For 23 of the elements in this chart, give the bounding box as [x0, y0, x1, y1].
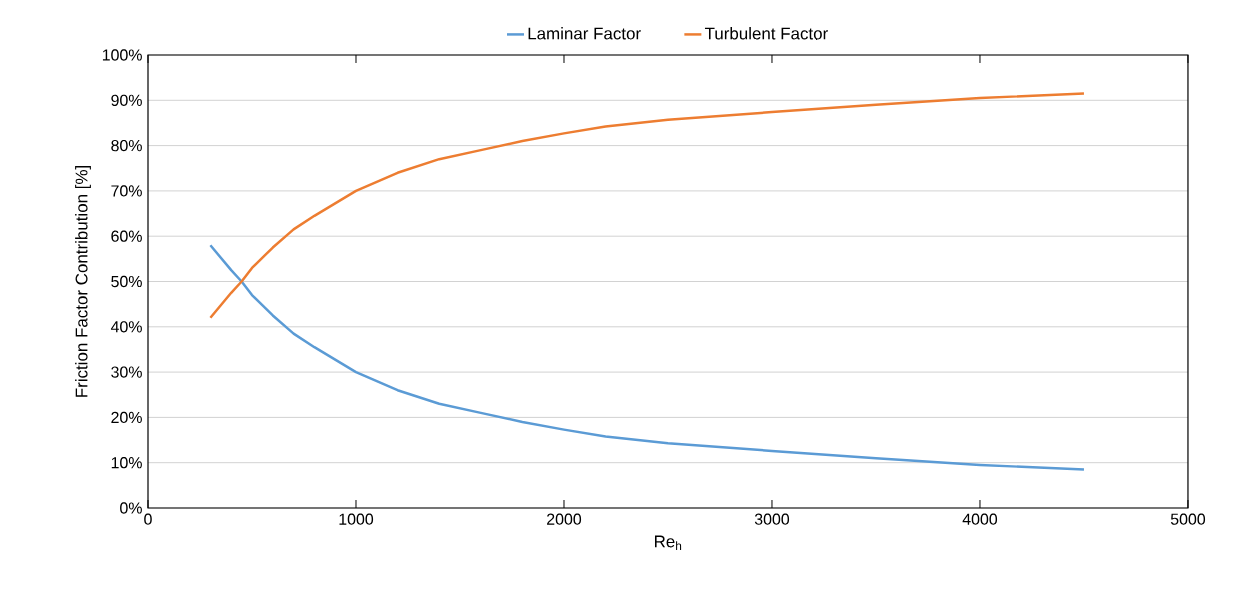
y-tick-label: 30% [111, 366, 142, 378]
x-tick-label: 5000 [1170, 513, 1206, 525]
x-tick-label: 0 [144, 513, 152, 525]
y-tick-label: 100% [102, 49, 142, 61]
x-tick-label: 3000 [754, 513, 790, 525]
line-series [209, 244, 1086, 471]
y-tick-label: 10% [111, 457, 142, 469]
legend-label: Laminar Factor [528, 27, 641, 40]
line-series [209, 92, 1086, 319]
x-tick-label: 1000 [339, 513, 374, 525]
y-axis-title: Friction Factor Contribution [%] [75, 166, 91, 397]
y-tick-label: 70% [111, 185, 142, 197]
y-tick-label: 40% [110, 321, 142, 333]
x-tick-label: 4000 [962, 513, 998, 525]
y-tick-label: 90% [111, 94, 142, 106]
x-tick-label: 2000 [547, 513, 582, 525]
y-tick-label: 20% [111, 411, 142, 424]
y-tick-label: 0% [120, 502, 142, 514]
legend-label: Turbulent Factor [704, 27, 828, 40]
y-tick-label: 50% [111, 275, 142, 288]
y-tick-label: 60% [111, 230, 142, 242]
y-tick-label: 80% [111, 139, 142, 152]
x-axis-title: Re$_{h}$ [655, 535, 682, 550]
